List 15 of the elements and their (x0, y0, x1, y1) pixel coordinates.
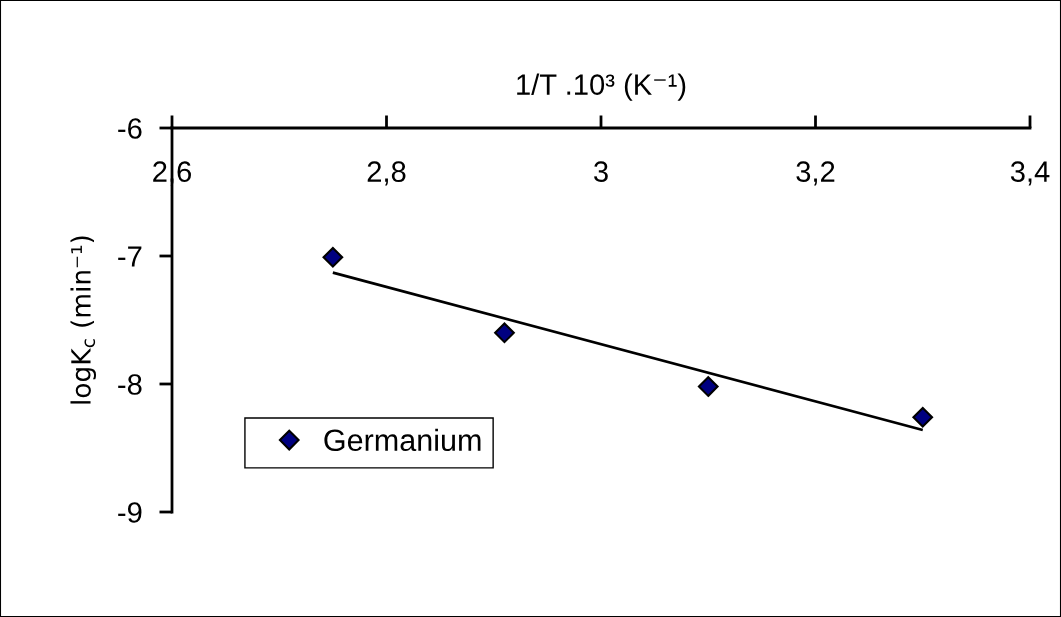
point (912, 406, 934, 428)
x-tick-label: 2,8 (367, 161, 406, 186)
x-tick-label: 3 (594, 161, 608, 182)
y-axis-title: logK$_{c}$ (min⁻¹) (70, 236, 97, 404)
y-tick-label: -6 (118, 118, 142, 139)
y-tick-label: -8 (118, 374, 142, 395)
point (322, 246, 344, 268)
y-tick-label: -7 (118, 246, 142, 267)
point (697, 376, 719, 397)
point (494, 322, 515, 344)
x-axis-title: 1/T .10³ (K⁻¹) (517, 73, 686, 101)
y-tick-label: -9 (118, 502, 142, 523)
x-tick-label: 3,2 (796, 161, 835, 186)
legend-label: Germanium (324, 428, 481, 452)
x-tick-label: 3,4 (1010, 161, 1050, 186)
